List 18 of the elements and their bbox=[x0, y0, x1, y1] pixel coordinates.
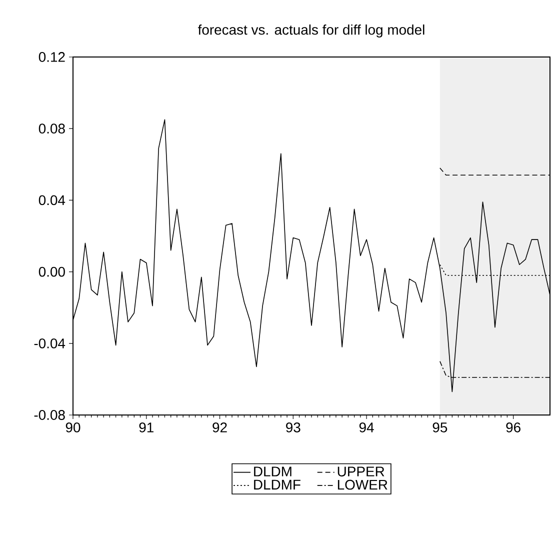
x-tick-label: 93 bbox=[286, 422, 300, 432]
y-tick-label: 0.08 bbox=[38, 124, 65, 134]
legend-label: DLDMF bbox=[254, 480, 300, 490]
y-tick-label: 0.00 bbox=[38, 266, 65, 277]
x-tick-label: 91 bbox=[139, 422, 154, 432]
x-tick-label: 92 bbox=[212, 422, 227, 432]
x-tick-label: 96 bbox=[506, 422, 520, 432]
x-tick-label: 90 bbox=[66, 422, 80, 432]
chart-title: forecast vs. actuals for diff log model bbox=[198, 24, 424, 38]
x-tick-label: 94 bbox=[359, 422, 374, 432]
legend-label: DLDM bbox=[254, 466, 292, 476]
legend-label: LOWER bbox=[338, 480, 388, 490]
legend-label: UPPER bbox=[338, 466, 384, 476]
y-tick-label: -0.08 bbox=[34, 410, 65, 420]
x-tick-label: 95 bbox=[432, 422, 448, 432]
y-tick-label: -0.04 bbox=[34, 338, 66, 348]
y-tick-label: 0.04 bbox=[38, 195, 66, 206]
y-tick-label: 0.12 bbox=[38, 52, 65, 62]
